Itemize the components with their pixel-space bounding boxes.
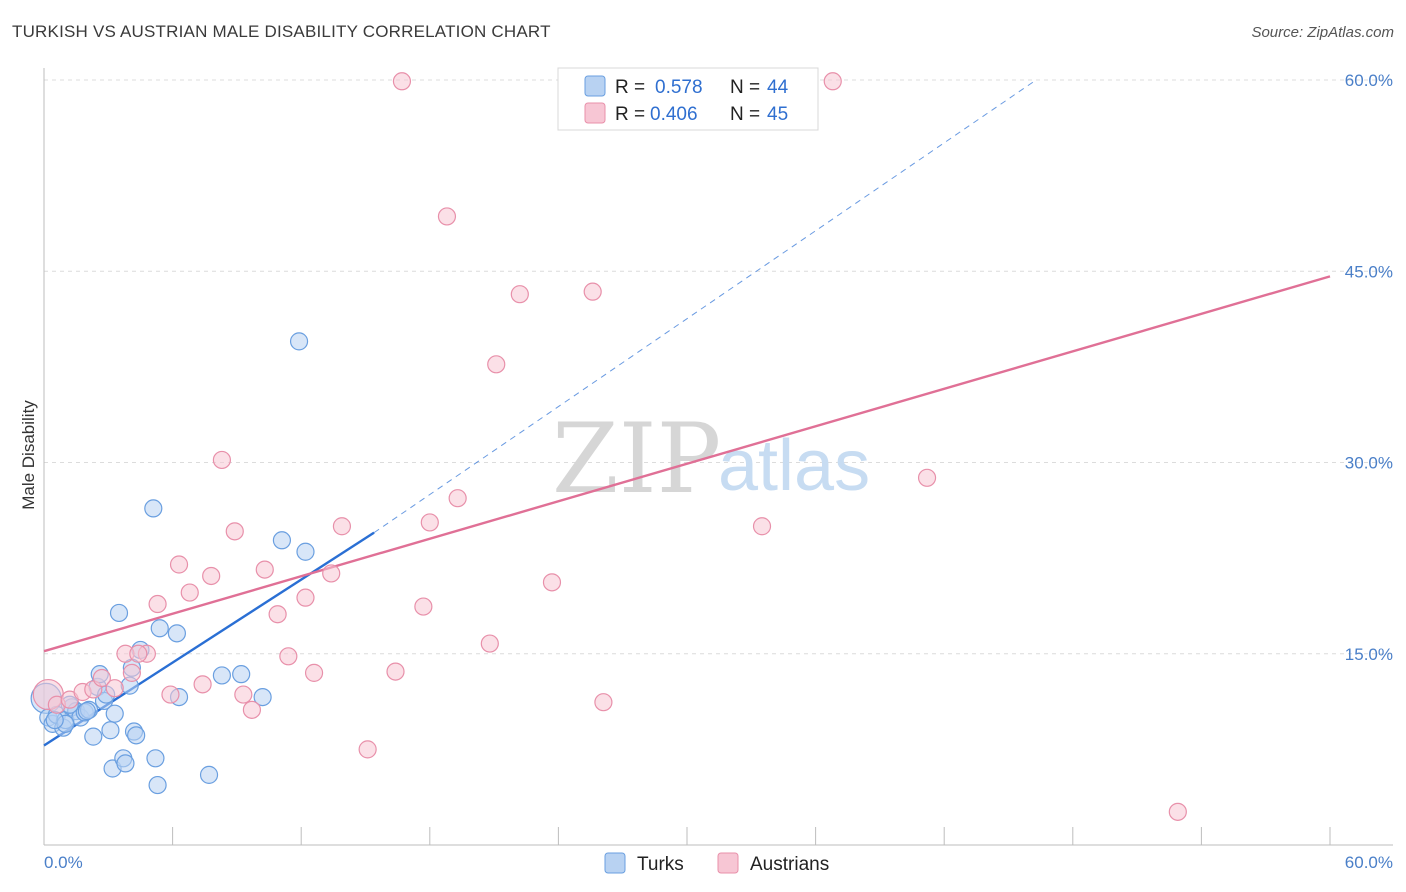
point-turks xyxy=(150,619,169,638)
data-points xyxy=(30,72,1187,821)
legend-swatch-turks xyxy=(584,75,606,97)
point-austrians xyxy=(1168,802,1187,821)
point-austrians xyxy=(437,207,457,226)
point-austrians xyxy=(823,72,842,91)
trend-line-turks xyxy=(43,531,375,747)
point-turks xyxy=(144,499,163,518)
point-turks xyxy=(116,754,135,773)
point-turks xyxy=(146,749,165,768)
point-austrians xyxy=(268,605,287,624)
y-tick-label: 60.0% xyxy=(1345,71,1393,90)
point-austrians xyxy=(392,72,412,91)
point-austrians xyxy=(180,583,199,602)
gridlines xyxy=(44,79,1393,655)
point-austrians xyxy=(420,513,439,532)
point-turks xyxy=(167,624,186,643)
point-austrians xyxy=(583,282,602,301)
point-austrians xyxy=(386,662,405,681)
point-turks xyxy=(101,721,120,740)
point-turks xyxy=(84,727,103,746)
point-austrians xyxy=(148,594,167,614)
point-turks xyxy=(45,710,64,730)
point-austrians xyxy=(752,517,772,536)
point-turks xyxy=(77,702,96,721)
trend-line-austrians xyxy=(43,275,1331,653)
legend-r-value-austrians: 0.406 xyxy=(650,104,698,125)
y-tick-label: 45.0% xyxy=(1345,262,1393,281)
point-austrians xyxy=(193,675,212,694)
series-legend-label-austrians: Austrians xyxy=(750,854,829,875)
point-turks xyxy=(296,542,315,561)
chart-source: Source: ZipAtlas.com xyxy=(1251,24,1394,41)
legend-n-value-austrians: 45 xyxy=(767,104,788,125)
point-austrians xyxy=(225,522,244,541)
point-austrians xyxy=(122,663,141,682)
x-tick-label-min: 0.0% xyxy=(44,853,83,872)
legend-r-label-austrians: R = xyxy=(615,104,645,125)
point-austrians xyxy=(129,644,148,663)
point-austrians xyxy=(92,668,111,688)
point-austrians xyxy=(448,489,467,508)
point-austrians xyxy=(304,663,324,682)
point-austrians xyxy=(594,693,613,712)
series-legend: Turks Austrians xyxy=(604,852,829,875)
point-turks xyxy=(105,704,124,723)
series-legend-swatch-turks xyxy=(604,852,626,874)
point-austrians xyxy=(322,564,341,583)
point-austrians xyxy=(487,355,506,374)
point-austrians xyxy=(414,597,433,616)
point-austrians xyxy=(917,468,937,487)
point-turks xyxy=(212,666,231,685)
point-turks xyxy=(148,775,167,795)
y-tick-label: 15.0% xyxy=(1345,645,1393,664)
point-austrians xyxy=(480,634,499,653)
legend-swatch-austrians xyxy=(584,102,606,124)
legend-r-label-turks: R = xyxy=(615,77,645,98)
y-axis-title: Male Disability xyxy=(19,400,38,510)
point-austrians xyxy=(202,566,221,586)
point-turks xyxy=(109,603,129,623)
point-austrians xyxy=(242,700,262,719)
y-tick-labels: 15.0% 30.0% 45.0% 60.0% xyxy=(1345,71,1393,664)
watermark-atlas: atlas xyxy=(718,426,870,506)
point-turks xyxy=(127,726,146,745)
x-tick-label-max: 60.0% xyxy=(1345,853,1393,872)
point-austrians xyxy=(169,555,189,574)
point-austrians xyxy=(105,679,124,698)
point-austrians xyxy=(279,647,298,666)
series-legend-label-turks: Turks xyxy=(637,854,684,875)
legend-n-label-turks: N = xyxy=(730,77,760,98)
watermark-zip: ZIP xyxy=(552,403,721,515)
stats-legend: R = 0.578 N = 44 R = 0.406 N = 45 xyxy=(557,67,819,131)
trend-extension-turks xyxy=(373,80,1035,534)
series-legend-swatch-austrians xyxy=(717,852,739,874)
chart-title: TURKISH VS AUSTRIAN MALE DISABILITY CORR… xyxy=(12,22,551,41)
point-austrians xyxy=(358,740,377,759)
y-tick-label: 30.0% xyxy=(1345,454,1393,473)
point-austrians xyxy=(234,685,253,704)
trend-lines xyxy=(43,80,1331,747)
legend-r-value-turks: 0.578 xyxy=(655,77,703,98)
point-austrians xyxy=(255,560,274,579)
point-turks xyxy=(199,765,219,784)
point-turks xyxy=(272,531,292,550)
point-austrians xyxy=(332,517,352,536)
point-austrians xyxy=(212,450,231,470)
point-austrians xyxy=(296,588,315,607)
point-austrians xyxy=(161,685,180,704)
point-austrians xyxy=(510,285,529,304)
point-austrians xyxy=(542,573,562,592)
legend-n-value-turks: 44 xyxy=(767,77,789,98)
point-turks xyxy=(253,687,272,707)
point-turks xyxy=(289,332,309,351)
legend-n-label-austrians: N = xyxy=(730,104,760,125)
point-turks xyxy=(232,665,251,684)
